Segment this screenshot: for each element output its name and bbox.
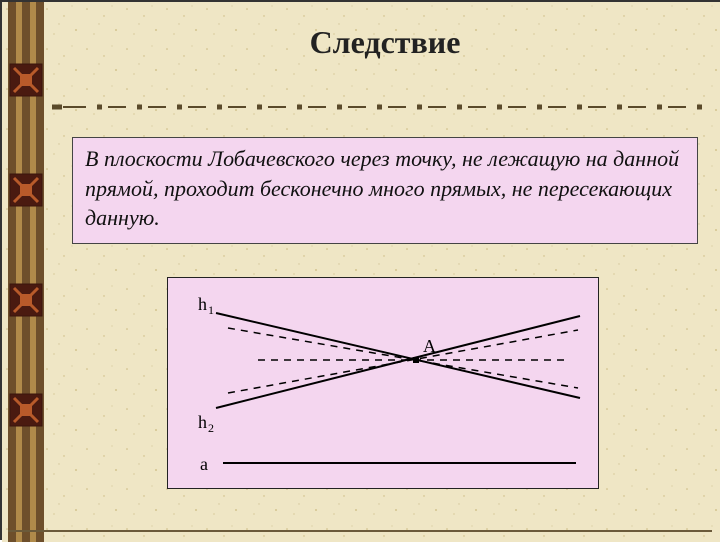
diagram-svg: h 1 h 2 A a <box>168 278 598 488</box>
label-A: A <box>423 336 436 356</box>
slide: Следствие <box>0 0 720 540</box>
geometry-diagram: h 1 h 2 A a <box>167 277 599 489</box>
label-h2-sub: 2 <box>208 421 214 435</box>
label-h2: h <box>198 412 207 432</box>
corollary-text: В плоскости Лобачевского через точку, не… <box>85 146 679 230</box>
content-area: Следствие <box>52 2 718 538</box>
label-h1: h <box>198 294 207 314</box>
footer-line <box>8 530 712 532</box>
label-a: a <box>200 454 208 474</box>
slide-title: Следствие <box>52 24 718 61</box>
divider-line <box>52 102 720 112</box>
sidebar-ornament <box>2 2 52 542</box>
label-h1-sub: 1 <box>208 303 214 317</box>
corollary-text-box: В плоскости Лобачевского через точку, не… <box>72 137 698 244</box>
